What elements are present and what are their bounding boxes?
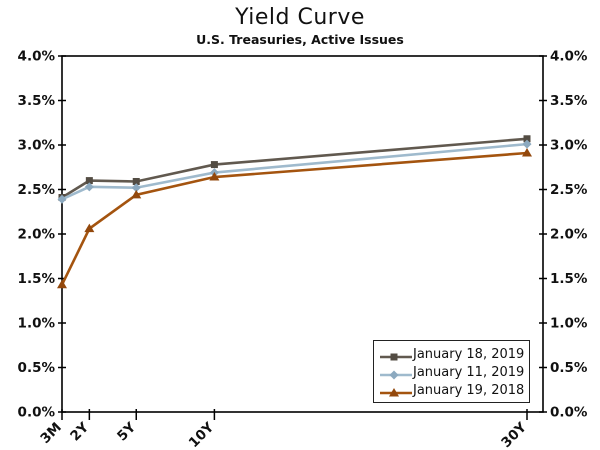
chart-title: Yield Curve (235, 5, 365, 30)
data-point-marker (131, 189, 142, 199)
y-axis-tick-label-left: 3.0% (18, 138, 56, 154)
data-point-marker (523, 135, 531, 143)
data-point-marker (132, 177, 140, 185)
data-point-marker (84, 223, 95, 233)
y-axis-tick-label-left: 1.5% (18, 271, 56, 287)
y-axis-tick-label-left: 1.0% (18, 316, 56, 332)
x-axis-tick-label: 10Y (186, 419, 218, 450)
legend-marker-triangle-icon (379, 384, 413, 397)
legend-item: January 19, 2018 (379, 381, 529, 399)
data-point-marker (209, 172, 220, 181)
legend-box: January 18, 2019 January 11, 2019 Januar… (373, 340, 530, 403)
legend-marker-diamond-icon (379, 366, 413, 380)
series-line (60, 151, 528, 286)
chart-subtitle: U.S. Treasuries, Active Issues (196, 32, 404, 47)
y-axis-tick-label-left: 3.5% (18, 93, 56, 109)
y-axis-tick-label-right: 0.5% (550, 360, 588, 376)
legend-item: January 18, 2019 (379, 345, 529, 363)
legend-item: January 11, 2019 (379, 363, 529, 381)
y-axis-tick-label-right: 1.5% (550, 271, 588, 287)
legend-label: January 19, 2018 (413, 382, 525, 398)
y-axis-tick-label-left: 0.5% (18, 360, 56, 376)
legend-label: January 11, 2019 (413, 364, 525, 380)
data-point-marker (57, 279, 67, 289)
legend-label: January 18, 2019 (413, 346, 525, 362)
y-axis-tick-label-right: 0.0% (550, 405, 588, 421)
legend-marker-square-icon (379, 348, 413, 361)
y-axis-tick-label-left: 4.0% (18, 49, 56, 65)
x-axis-tick-label: 2Y (67, 419, 92, 444)
data-point-marker (131, 183, 141, 193)
x-axis-tick-label: 3M (37, 420, 64, 447)
y-axis-tick-label-right: 3.0% (550, 138, 588, 154)
y-axis-tick-label-right: 1.0% (550, 316, 588, 332)
x-axis-tick-label: 5Y (114, 419, 139, 444)
data-point-marker (522, 148, 532, 157)
x-axis-tick-label: 30Y (498, 419, 530, 450)
data-point-marker (57, 194, 67, 204)
y-axis-tick-label-left: 0.0% (18, 405, 56, 421)
data-point-marker (84, 182, 94, 192)
y-axis-tick-label-right: 2.0% (550, 227, 588, 243)
data-point-marker (522, 139, 532, 149)
y-axis-tick-label-right: 2.5% (550, 182, 588, 198)
y-axis-tick-label-right: 3.5% (550, 93, 588, 109)
y-axis-tick-label-left: 2.0% (18, 227, 56, 243)
y-axis-tick-label-left: 2.5% (18, 182, 56, 198)
y-axis-tick-label-right: 4.0% (550, 49, 588, 65)
data-point-marker (85, 177, 93, 185)
data-point-marker (210, 161, 218, 169)
